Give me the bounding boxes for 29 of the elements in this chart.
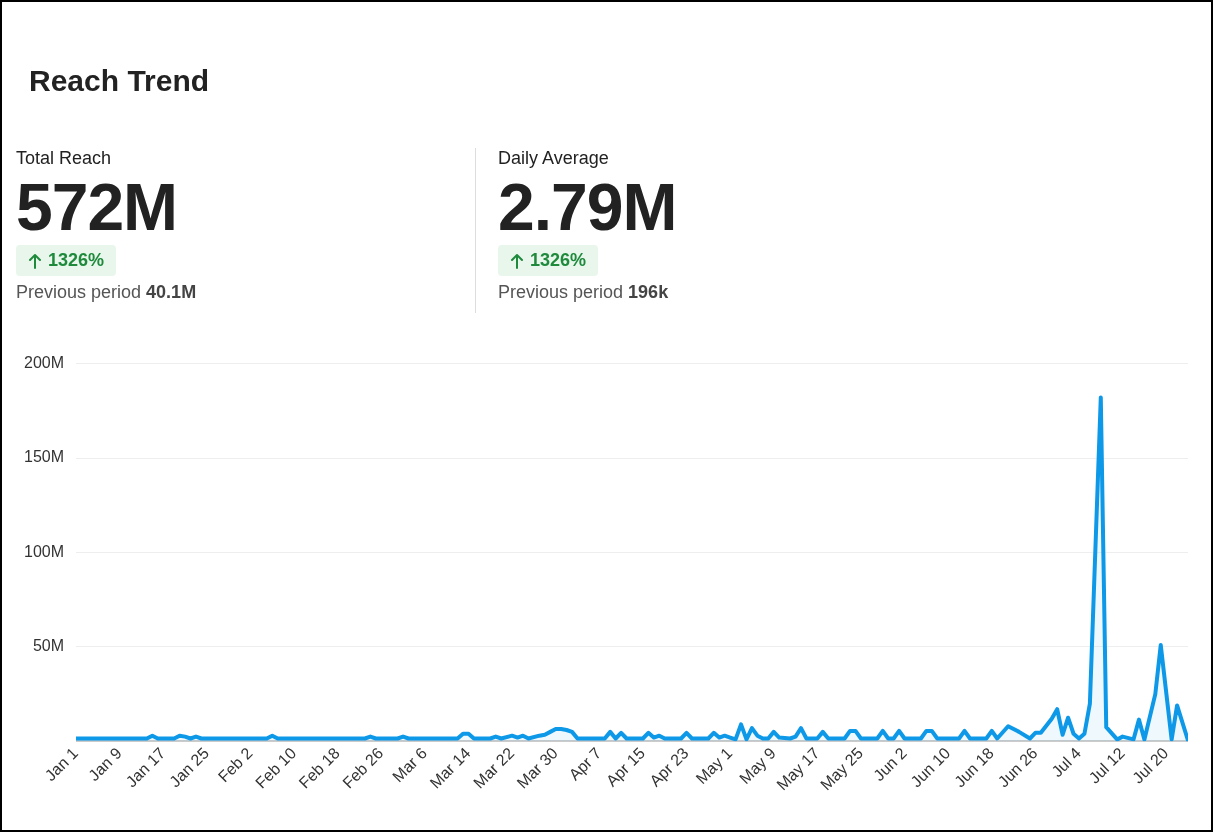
text: 196k — [628, 282, 669, 302]
x-tick-label: Jan 1 — [41, 744, 82, 785]
text: Previous period — [16, 282, 142, 302]
text: 1326% — [530, 250, 587, 271]
y-tick-label: 200M — [23, 354, 65, 372]
x-tick-label: Jun 10 — [907, 744, 954, 791]
x-tick-label: Apr 23 — [646, 744, 692, 790]
text: 1326% — [48, 250, 105, 271]
text: 2.79M — [498, 170, 677, 244]
x-tick-label: Jul 4 — [1048, 744, 1085, 781]
text: Previous period — [498, 282, 624, 302]
x-tick-label: May 1 — [692, 744, 736, 788]
x-tick-label: Apr 7 — [565, 744, 605, 784]
text: 40.1M — [146, 282, 197, 302]
x-tick-label: Apr 15 — [602, 744, 649, 790]
y-tick-label: 150M — [23, 448, 65, 466]
x-tick-label: May 25 — [817, 744, 867, 794]
text: Daily Average — [498, 148, 610, 169]
y-tick-label: 50M — [32, 637, 65, 655]
y-tick-label: 100M — [23, 542, 65, 560]
x-tick-label: Jul 12 — [1085, 744, 1128, 787]
x-tick-label: Jan 17 — [122, 744, 169, 791]
x-tick-label: Jun 2 — [870, 744, 910, 785]
x-tick-label: Jan 9 — [85, 744, 125, 785]
text: Total Reach — [16, 148, 113, 169]
x-tick-label: Jul 20 — [1129, 744, 1172, 787]
text: 572M — [16, 170, 179, 244]
x-tick-label: Jan 25 — [166, 744, 213, 791]
chart-title: Reach Trend — [29, 64, 210, 98]
